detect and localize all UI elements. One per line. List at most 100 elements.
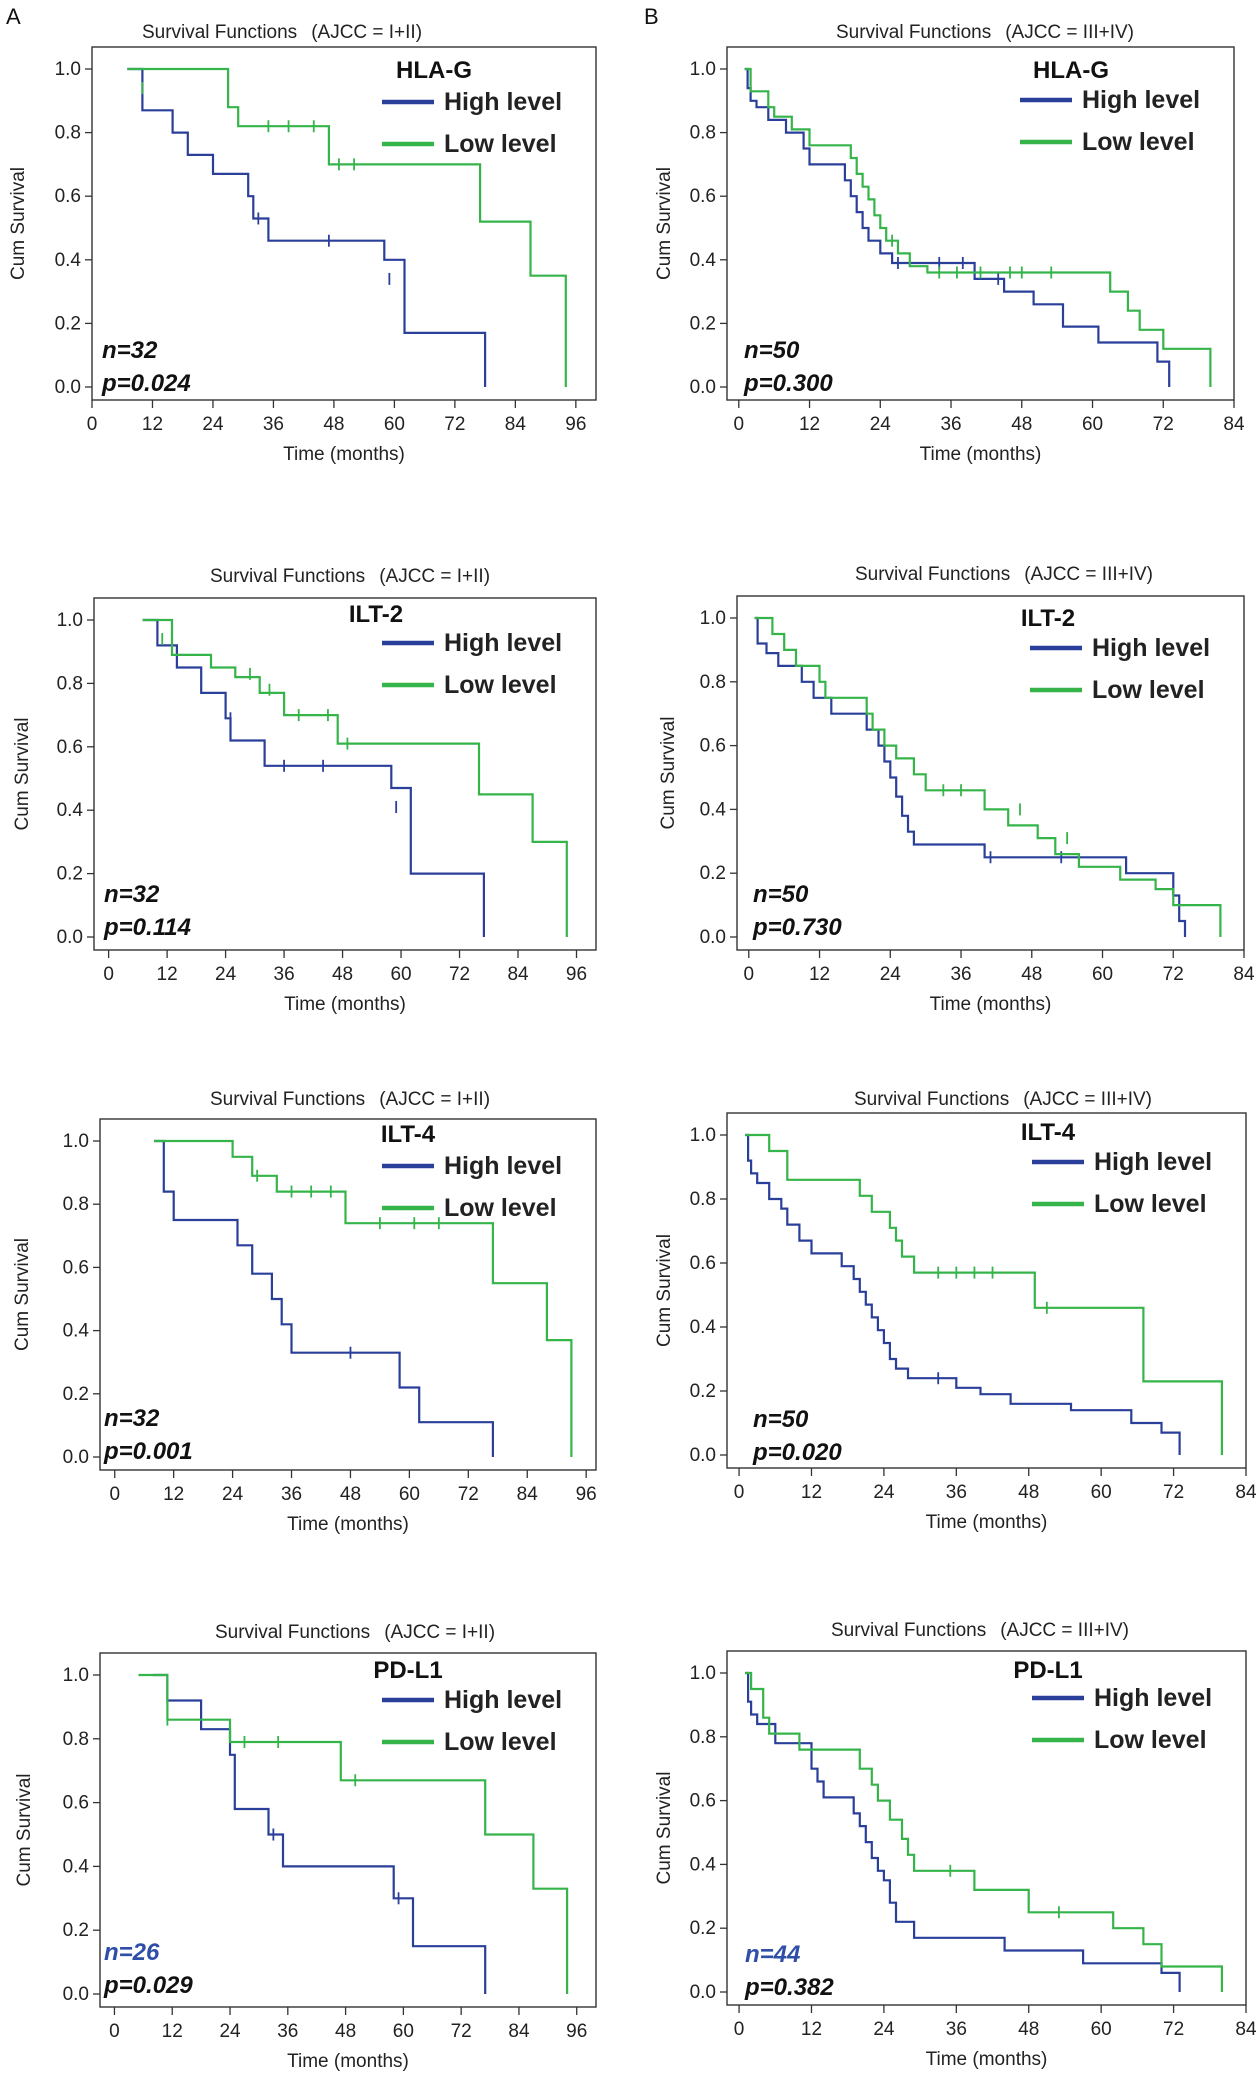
x-tick-label: 24 <box>870 414 892 435</box>
y-axis-label: Cum Survival <box>8 167 29 280</box>
x-tick-label: 12 <box>157 964 178 985</box>
legend-high: High level <box>382 88 562 116</box>
x-tick-label: 48 <box>1011 414 1032 435</box>
y-tick-label: 1.0 <box>690 59 716 80</box>
gene-label: ILT-4 <box>1021 1119 1076 1146</box>
x-tick-label: 84 <box>517 1484 539 1505</box>
y-tick-label: 0.6 <box>690 186 716 207</box>
x-tick-label: 0 <box>734 2019 745 2040</box>
x-tick-label: 12 <box>801 2019 822 2040</box>
legend-high-label: High level <box>444 629 562 657</box>
y-tick-label: 0.2 <box>55 313 81 334</box>
x-tick-label: 36 <box>274 964 295 985</box>
x-tick-label: 12 <box>809 964 830 985</box>
sample-size: n=32 <box>104 1405 160 1432</box>
curve-low-level <box>745 1133 1223 1455</box>
chart-title: Survival Functions (AJCC = III+IV) <box>836 22 1134 43</box>
y-axis-label: Cum Survival <box>654 1772 675 1885</box>
gene-label: ILT-4 <box>381 1121 436 1148</box>
km-chart-pd-l1-b: Survival Functions (AJCC = III+IV) 0.0 0.2 0… <box>654 1620 1257 2070</box>
p-value: p=0.020 <box>752 1439 842 1466</box>
p-value: p=0.029 <box>103 1972 193 1999</box>
legend-high: High level <box>382 629 562 657</box>
y-tick-label: 0.2 <box>63 1920 89 1941</box>
x-tick-label: 60 <box>1091 2019 1112 2040</box>
chart-group: (AJCC = I+II) <box>311 22 422 43</box>
x-tick-label: 60 <box>1082 414 1103 435</box>
y-tick-label: 0.2 <box>690 313 716 334</box>
x-tick-label: 12 <box>163 1484 184 1505</box>
chart-group: (AJCC = I+II) <box>379 566 490 587</box>
y-tick-label: 1.0 <box>700 608 726 629</box>
y-tick-label: 0.0 <box>63 1984 89 2005</box>
y-tick-label: 0.0 <box>700 927 726 948</box>
chart-title-text: Survival Functions <box>210 1089 365 1110</box>
x-axis-label: Time (months) <box>287 2051 409 2072</box>
y-tick-label: 1.0 <box>63 1665 89 1686</box>
sample-size: n=26 <box>104 1939 160 1966</box>
y-tick-label: 0.4 <box>63 1321 90 1342</box>
x-tick-label: 0 <box>734 1482 745 1503</box>
gene-label: HLA-G <box>396 57 472 84</box>
y-axis-label: Cum Survival <box>12 718 33 831</box>
p-value: p=0.001 <box>103 1438 193 1465</box>
y-tick-label: 0.2 <box>690 1381 716 1402</box>
y-tick-label: 0.2 <box>690 1918 716 1939</box>
x-tick-label: 12 <box>162 2021 183 2042</box>
chart-title: Survival Functions (AJCC = III+IV) <box>855 564 1153 585</box>
x-tick-label: 60 <box>384 414 405 435</box>
y-tick-label: 1.0 <box>690 1125 716 1146</box>
curve-high-level <box>745 1133 1181 1455</box>
gene-label: ILT-2 <box>1021 605 1075 632</box>
sample-size: n=32 <box>104 881 160 908</box>
chart-group: (AJCC = III+IV) <box>1024 564 1153 585</box>
chart-title-text: Survival Functions <box>854 1089 1009 1110</box>
y-tick-label: 0.6 <box>690 1791 716 1812</box>
x-tick-label: 72 <box>1163 1482 1184 1503</box>
km-chart-hla-g-a: Survival Functions (AJCC = I+II) 0.0 0.2 0.4… <box>8 22 597 465</box>
y-tick-label: 1.0 <box>57 610 83 631</box>
chart-title-text: Survival Functions <box>855 564 1010 585</box>
x-tick-label: 72 <box>451 2021 472 2042</box>
chart-group: (AJCC = I+II) <box>379 1089 490 1110</box>
x-tick-label: 0 <box>87 414 98 435</box>
x-axis-label: Time (months) <box>920 444 1042 465</box>
y-tick-label: 0.4 <box>55 250 82 271</box>
legend-low: Low level <box>1032 1190 1207 1218</box>
legend-high-label: High level <box>444 88 562 116</box>
km-plots: Survival Functions (AJCC = I+II) 0.0 0.2 0.4… <box>8 22 1257 2072</box>
x-tick-label: 24 <box>219 2021 241 2042</box>
chart-title: Survival Functions (AJCC = III+IV) <box>831 1620 1129 1641</box>
x-tick-label: 84 <box>1235 2019 1257 2040</box>
km-chart-pd-l1-a: Survival Functions (AJCC = I+II) 0.0 0.2 0.4… <box>14 1622 597 2072</box>
y-axis-label: Cum Survival <box>12 1238 33 1351</box>
chart-group: (AJCC = III+IV) <box>1023 1089 1152 1110</box>
curve-high-level <box>154 1139 494 1457</box>
legend-low: Low level <box>382 1728 557 1756</box>
curve-low-level <box>127 67 567 387</box>
plot-frame <box>99 1652 597 2008</box>
chart-title: Survival Functions (AJCC = I+II) <box>210 566 490 587</box>
x-tick-label: 36 <box>950 964 971 985</box>
y-tick-label: 0.8 <box>690 1189 716 1210</box>
sample-size: n=50 <box>753 1406 809 1433</box>
y-tick-label: 1.0 <box>690 1663 716 1684</box>
curve-low-level <box>154 1139 573 1457</box>
x-tick-label: 0 <box>744 964 755 985</box>
x-tick-label: 24 <box>880 964 902 985</box>
curve-low-level <box>142 618 568 937</box>
legend-low-label: Low level <box>444 130 557 158</box>
x-tick-label: 36 <box>263 414 284 435</box>
x-tick-label: 24 <box>202 414 224 435</box>
y-axis-label: Cum Survival <box>658 717 679 830</box>
x-tick-label: 60 <box>399 1484 420 1505</box>
x-tick-label: 0 <box>103 964 114 985</box>
chart-title-text: Survival Functions <box>215 1622 370 1643</box>
p-value: p=0.382 <box>744 1974 834 2001</box>
y-tick-label: 1.0 <box>55 59 81 80</box>
x-tick-label: 60 <box>393 2021 414 2042</box>
y-tick-label: 0.4 <box>690 1317 717 1338</box>
y-tick-label: 0.4 <box>63 1856 90 1877</box>
x-tick-label: 72 <box>449 964 470 985</box>
y-tick-label: 0.2 <box>63 1384 89 1405</box>
